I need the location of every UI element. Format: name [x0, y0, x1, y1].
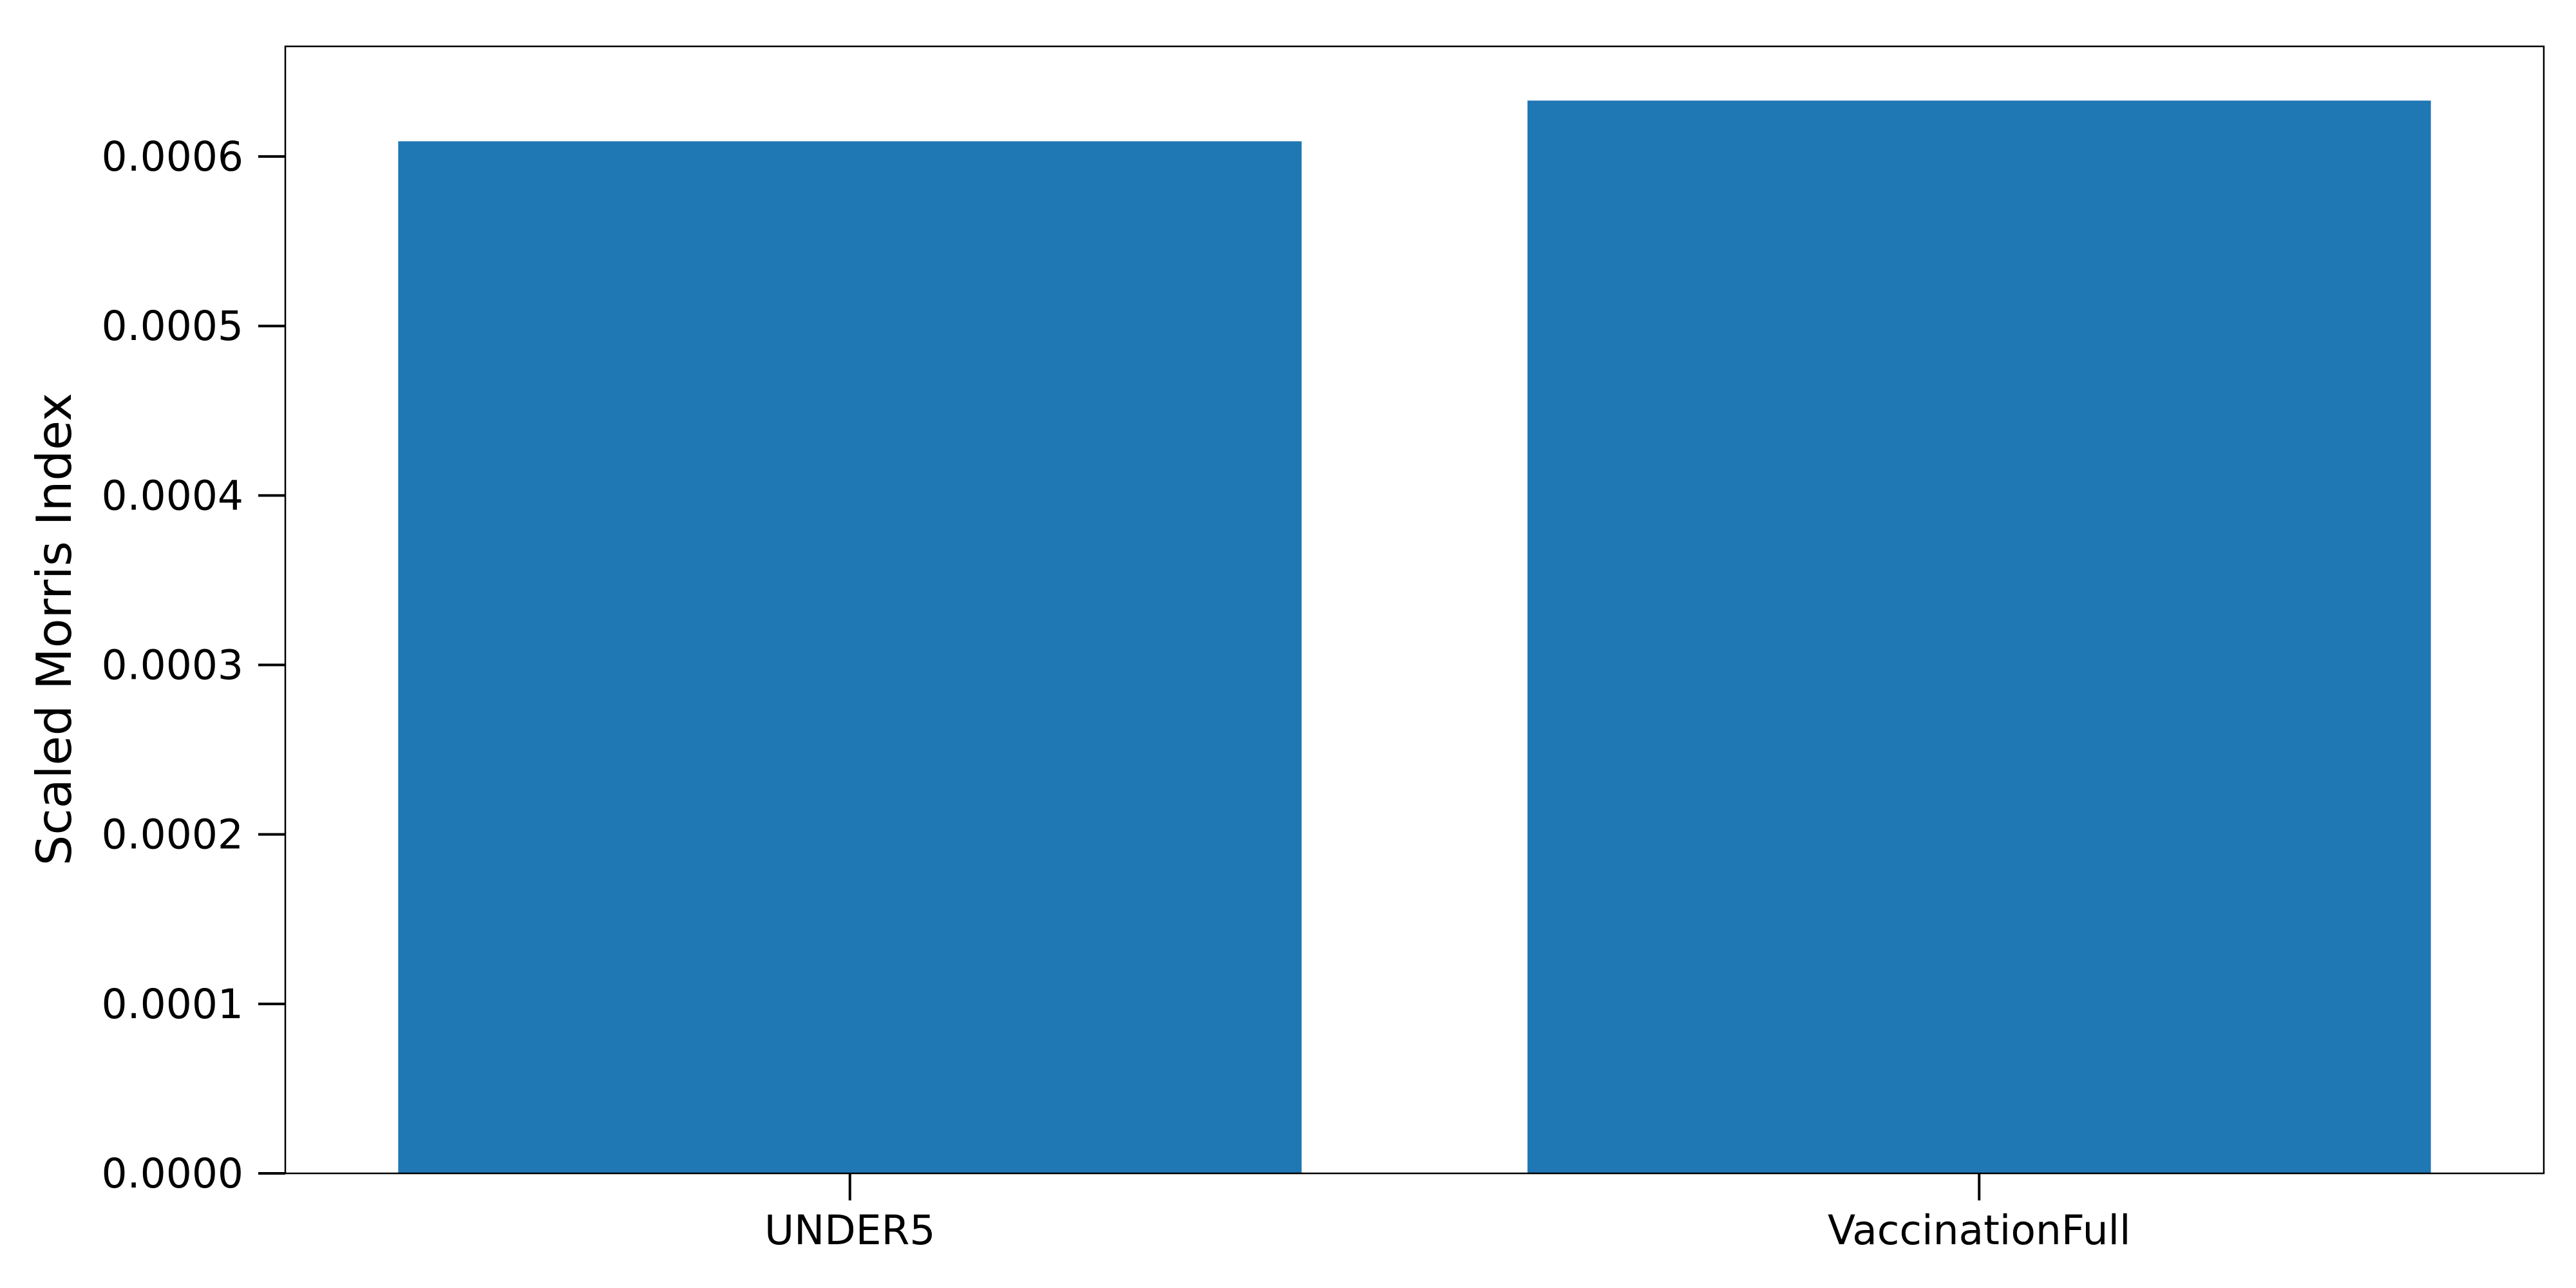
- y-tick-label: 0.0000: [102, 1150, 243, 1197]
- x-tick-label: VaccinationFull: [1828, 1207, 2131, 1254]
- plot-frame: [284, 45, 2545, 1175]
- bar-under5: [398, 141, 1302, 1174]
- y-axis-label: Scaled Morris Index: [26, 393, 82, 866]
- y-tick-label: 0.0006: [102, 133, 243, 180]
- y-tick-label: 0.0005: [102, 303, 243, 350]
- y-tick-label: 0.0002: [102, 811, 243, 858]
- x-tick-label: UNDER5: [764, 1207, 935, 1254]
- y-tick-label: 0.0004: [102, 472, 243, 519]
- y-tick-label: 0.0001: [102, 981, 243, 1028]
- bar-vaccinationfull: [1527, 100, 2431, 1173]
- y-tick-label: 0.0003: [102, 642, 243, 689]
- x-axis: UNDER5 VaccinationFull: [764, 1173, 2131, 1254]
- plot-area: [284, 45, 2545, 1175]
- y-axis: 0.0000 0.0001 0.0002 0.0003 0.0004 0.0005 0.00…: [102, 133, 285, 1197]
